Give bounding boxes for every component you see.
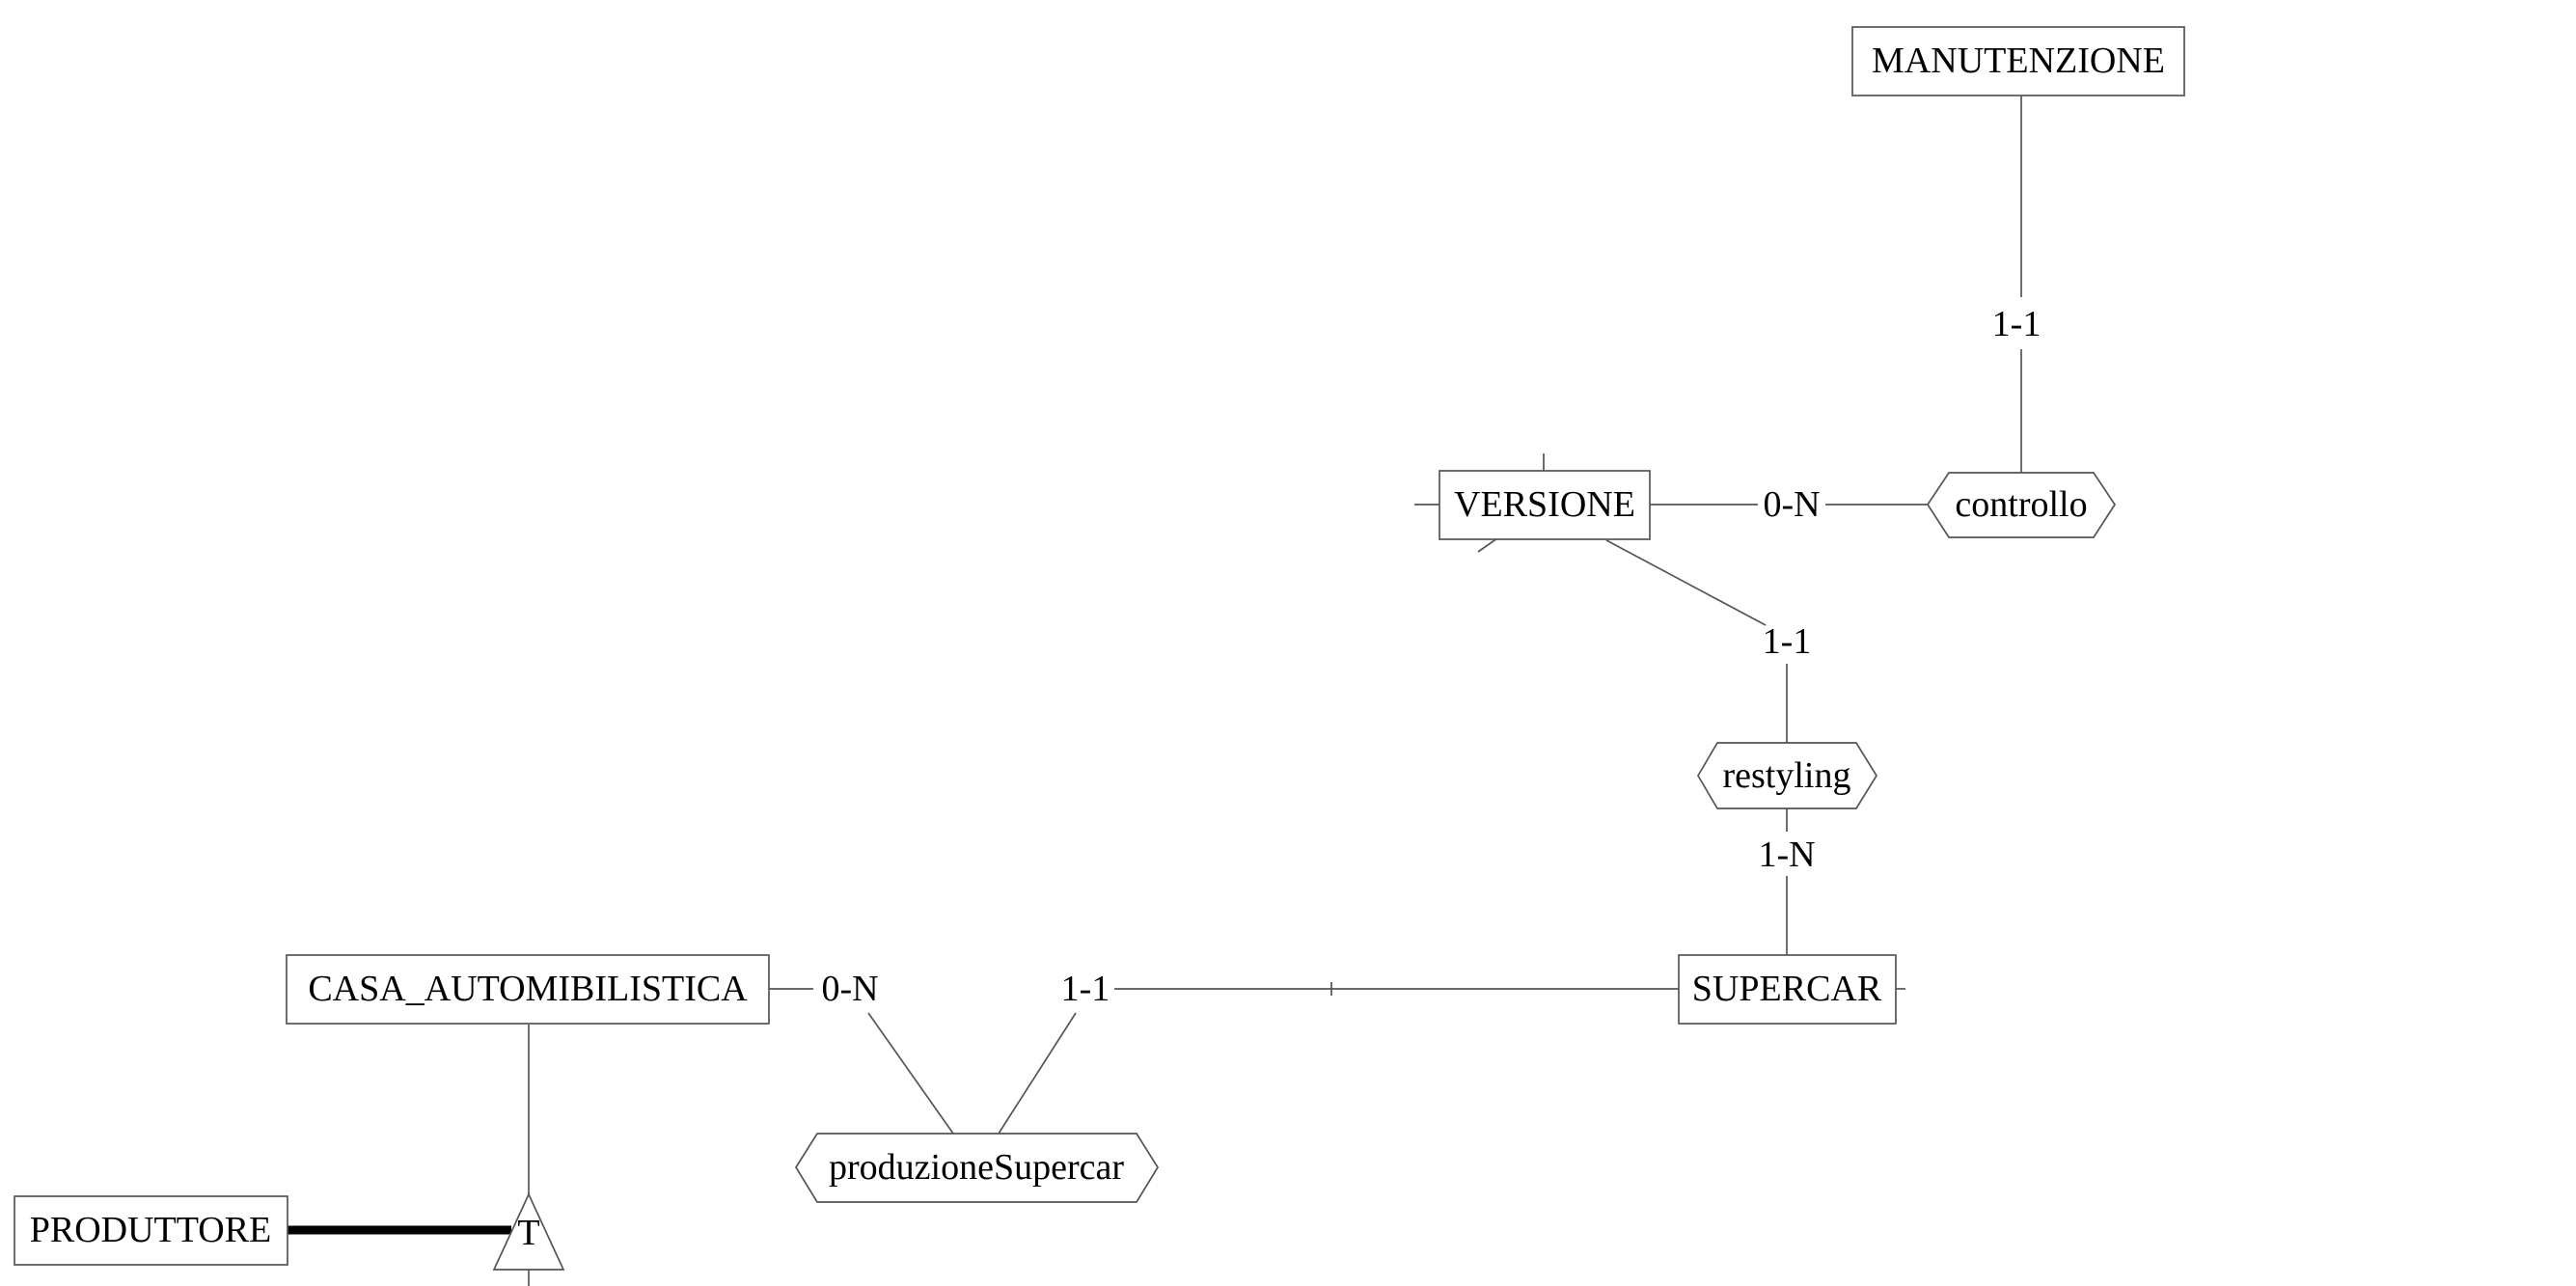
relationship-controllo[interactable]: controllo	[1926, 472, 2117, 538]
entity-supercar[interactable]: SUPERCAR	[1678, 954, 1897, 1025]
cardinality-versione-restyling: 1-1	[1763, 621, 1812, 662]
relationship-controllo-label: controllo	[1955, 484, 2087, 525]
cardinality-labels: 1-1 0-N 1-1 1-N 0-N 1-1	[821, 304, 2041, 1009]
entity-produttore[interactable]: PRODUTTORE	[14, 1195, 288, 1266]
stub-versione-bottom	[1477, 537, 1498, 553]
entity-casa-automobilistica[interactable]: CASA_AUTOMIBILISTICA	[286, 954, 770, 1025]
entity-manutenzione[interactable]: MANUTENZIONE	[1851, 26, 2185, 96]
connectors	[288, 96, 2022, 1286]
line-versione-restyling	[1605, 539, 1767, 626]
cardinality-versione-controllo: 0-N	[1763, 484, 1820, 525]
entity-casa-automobilistica-label: CASA_AUTOMIBILISTICA	[308, 969, 748, 1009]
line-casa-produzione-2	[867, 1012, 954, 1135]
entity-produttore-label: PRODUTTORE	[30, 1210, 272, 1250]
relationship-produzione-supercar-label: produzioneSupercar	[829, 1147, 1124, 1188]
cardinality-supercar-restyling: 1-N	[1758, 835, 1815, 875]
cardinality-casa-produzione: 0-N	[821, 969, 878, 1009]
cardinality-manutenzione-controllo: 1-1	[1992, 304, 2042, 344]
entity-supercar-label: SUPERCAR	[1692, 969, 1882, 1009]
relationship-produzione-supercar[interactable]: produzioneSupercar	[794, 1133, 1160, 1203]
relationship-restyling-label: restyling	[1723, 755, 1851, 796]
cardinality-supercar-produzione: 1-1	[1061, 969, 1110, 1009]
entity-versione[interactable]: VERSIONE	[1439, 470, 1651, 540]
line-supercar-produzione-2	[998, 1012, 1077, 1135]
generalization-type-label: T	[517, 1213, 539, 1253]
entity-versione-label: VERSIONE	[1454, 484, 1635, 525]
relationship-restyling[interactable]: restyling	[1697, 742, 1877, 809]
entity-manutenzione-label: MANUTENZIONE	[1872, 41, 2165, 81]
generalization-triangle[interactable]: T	[492, 1191, 565, 1271]
